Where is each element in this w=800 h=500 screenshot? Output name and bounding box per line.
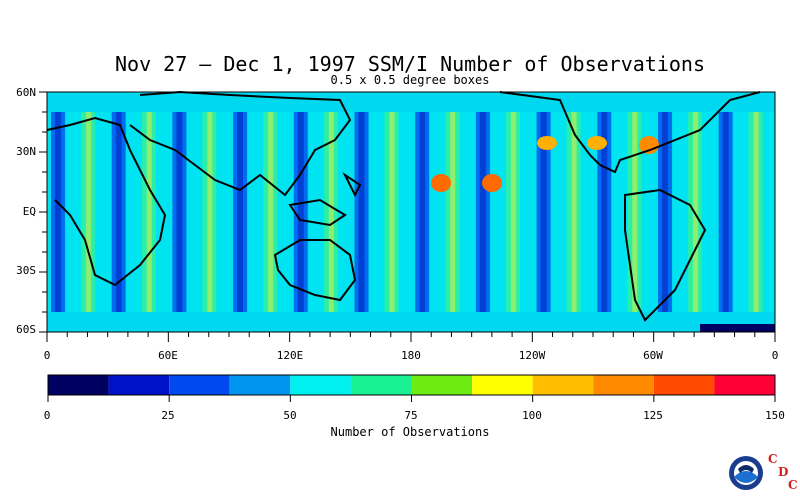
longitude-ticks: [46, 332, 776, 342]
colorbar-swatch-7: [472, 375, 533, 395]
colorbar-tick-100: 100: [522, 409, 542, 422]
lon-label-60e: 60E: [158, 349, 178, 362]
latitude-ticks: [39, 91, 47, 333]
lon-label-180: 180: [401, 349, 421, 362]
noaa-logo: [729, 456, 763, 490]
lat-label-eq: EQ: [22, 205, 36, 218]
colorbar-swatch-0: [48, 375, 109, 395]
lat-label-60s: 60S: [16, 323, 36, 336]
colorbar-tick-150: 150: [765, 409, 785, 422]
colorbar-swatch-1: [108, 375, 170, 395]
lat-label-30s: 30S: [16, 264, 36, 277]
map-field: [47, 92, 775, 332]
colorbar-title: Number of Observations: [330, 425, 490, 439]
colorbar-swatch-3: [229, 375, 291, 395]
colorbar-swatch-11: [714, 375, 775, 395]
cdc-letter-c1: C: [768, 452, 778, 466]
colorbar: [47, 374, 776, 402]
colorbar-tick-25: 25: [161, 409, 175, 422]
colorbar-swatch-2: [169, 375, 230, 395]
cdc-letter-d: D: [778, 465, 789, 479]
colorbar-swatch-5: [350, 375, 412, 395]
cdc-letter-c2: C: [788, 478, 798, 492]
colorbar-tick-75: 75: [404, 409, 418, 422]
colorbar-tick-0: 0: [43, 409, 51, 422]
colorbar-swatch-10: [653, 375, 715, 395]
colorbar-swatch-8: [532, 375, 594, 395]
lat-label-30n: 30N: [16, 145, 36, 158]
colorbar-swatch-4: [290, 375, 351, 395]
lon-label-0: 0: [43, 349, 51, 362]
map-subtitle: 0.5 x 0.5 degree boxes: [330, 73, 490, 87]
colorbar-swatch-9: [593, 375, 654, 395]
lon-label-60w: 60W: [643, 349, 663, 362]
lon-label-120e: 120E: [276, 349, 304, 362]
lon-label-0-east: 0: [771, 349, 779, 362]
lon-label-120w: 120W: [518, 349, 546, 362]
continent-outlines: [46, 90, 761, 322]
colorbar-tick-50: 50: [283, 409, 297, 422]
map-title: Nov 27 – Dec 1, 1997 SSM/I Number of Obs…: [114, 52, 705, 76]
colorbar-tick-125: 125: [643, 409, 663, 422]
colorbar-swatch-6: [411, 375, 473, 395]
lat-label-60n: 60N: [16, 86, 36, 99]
